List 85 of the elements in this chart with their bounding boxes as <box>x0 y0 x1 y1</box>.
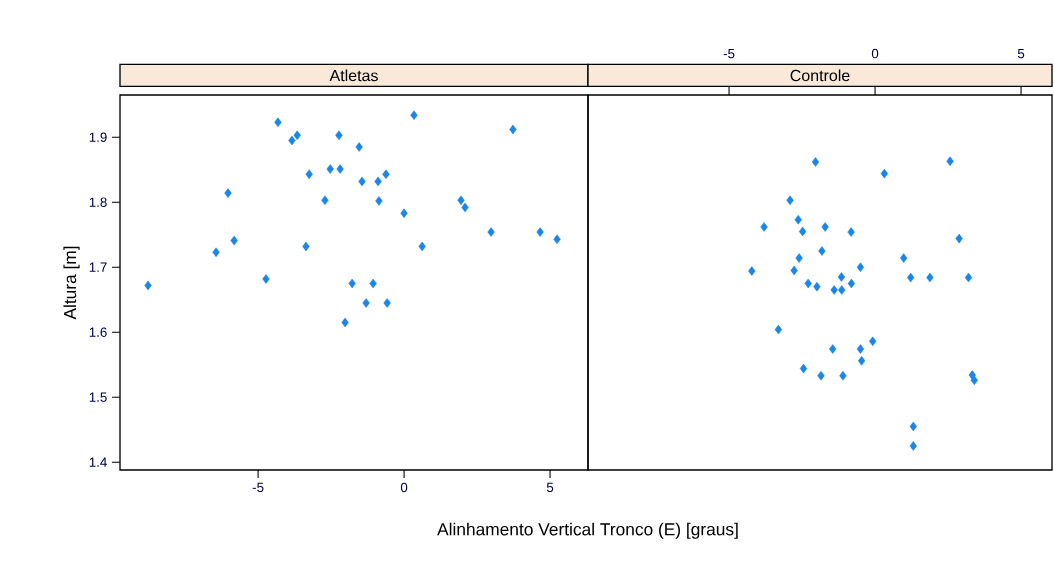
chart-title: Atletas <box>329 69 378 82</box>
point <box>838 285 846 295</box>
point <box>804 278 812 289</box>
point <box>487 227 495 237</box>
point <box>760 222 768 232</box>
point <box>348 278 356 289</box>
point <box>856 262 865 272</box>
point <box>955 233 963 244</box>
point <box>837 272 846 282</box>
point <box>536 227 544 237</box>
point <box>335 130 343 141</box>
x-tick-label: 5 <box>1017 48 1025 59</box>
point <box>302 241 310 252</box>
point <box>847 227 855 237</box>
point <box>362 298 370 308</box>
x-tick-label: -5 <box>252 482 264 492</box>
point <box>382 169 390 180</box>
point <box>383 298 391 308</box>
y-tick-label: 1.4 <box>89 457 107 467</box>
point <box>262 274 270 284</box>
point <box>926 272 934 283</box>
point <box>293 130 301 141</box>
point <box>856 344 865 354</box>
x-tick-label: 0 <box>400 482 408 493</box>
point <box>321 195 329 206</box>
point <box>964 272 973 283</box>
point <box>946 156 954 167</box>
point <box>336 164 344 174</box>
point <box>790 265 798 276</box>
point <box>509 124 517 135</box>
point <box>748 266 756 276</box>
point <box>341 317 349 328</box>
point <box>774 324 783 335</box>
point <box>829 344 837 354</box>
y-tick-label: 1.8 <box>89 197 107 207</box>
point <box>375 196 383 206</box>
point <box>869 336 877 347</box>
point <box>821 222 829 232</box>
x-tick-label: -5 <box>723 48 735 59</box>
point <box>400 208 408 219</box>
point <box>839 370 847 381</box>
point <box>553 234 561 245</box>
x-tick-label: 0 <box>871 48 879 59</box>
point <box>857 356 866 366</box>
point <box>907 272 915 283</box>
point <box>144 280 152 291</box>
point <box>900 253 908 263</box>
point <box>811 157 820 167</box>
point <box>358 176 366 187</box>
x-tick-label: 5 <box>546 482 554 492</box>
point <box>305 169 313 180</box>
y-tick-label: 1.7 <box>89 262 107 272</box>
point <box>230 235 238 246</box>
point <box>418 241 426 252</box>
point <box>212 247 220 258</box>
y-tick-label: 1.6 <box>89 327 107 337</box>
point <box>813 281 821 292</box>
point <box>461 202 469 213</box>
point <box>410 110 418 120</box>
point <box>970 375 978 386</box>
chart-title: Controle <box>790 69 850 82</box>
point <box>288 135 296 146</box>
point <box>799 363 808 374</box>
point <box>817 370 825 381</box>
point <box>374 176 382 187</box>
point <box>369 278 377 289</box>
point <box>909 421 917 432</box>
point <box>786 195 794 206</box>
point <box>355 142 363 152</box>
point <box>830 285 838 295</box>
point <box>880 168 889 179</box>
point <box>794 214 802 225</box>
y-axis-title: Altura [m] <box>63 246 80 320</box>
y-tick-label: 1.5 <box>89 392 107 402</box>
y-tick-label: 1.9 <box>89 132 107 142</box>
point <box>457 195 465 206</box>
point <box>224 188 232 198</box>
point <box>795 253 803 263</box>
point <box>798 226 807 237</box>
point <box>326 164 334 174</box>
point <box>818 246 826 256</box>
point <box>909 441 917 451</box>
x-axis-title: Alinhamento Vertical Tronco (E) [graus] <box>437 522 738 539</box>
point <box>847 278 856 289</box>
point <box>274 117 282 128</box>
